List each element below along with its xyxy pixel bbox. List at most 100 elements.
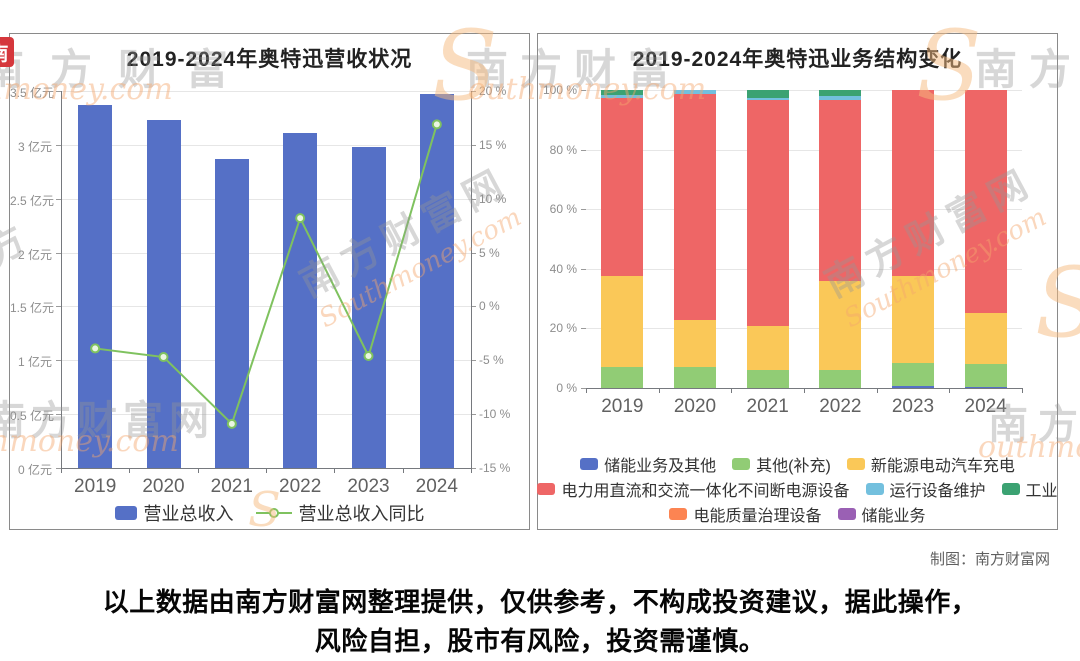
- x-axis-tick: [61, 468, 62, 473]
- stack-segment: [746, 98, 789, 100]
- stack-segment: [601, 90, 644, 96]
- y-axis-label-left: 0.5 亿元: [10, 409, 55, 424]
- legend-row: 储能业务及其他 其他(补充) 新能源电动汽车充电: [538, 451, 1057, 476]
- stack-segment: [819, 90, 862, 96]
- gridline: [61, 91, 471, 92]
- legend-row: 电力用直流和交流一体化不间断电源设备 运行设备维护 工业: [537, 476, 1058, 501]
- bar: [351, 147, 386, 468]
- line-point: [158, 352, 169, 363]
- x-tick-label: 2024: [964, 396, 1007, 417]
- x-tick-label: 2021: [746, 396, 789, 417]
- stack-segment: [819, 99, 862, 281]
- x-tick-label: 2022: [819, 396, 862, 417]
- gridline: [61, 360, 471, 362]
- x-tick-label: 2023: [347, 476, 390, 497]
- x-axis-tick: [402, 468, 404, 473]
- gridline: [586, 328, 1022, 330]
- x-tick-label: 2020: [673, 396, 717, 417]
- y-axis-line: [61, 91, 62, 468]
- legend-label: 电力用直流和交流一体化不间断电源设备: [561, 482, 850, 500]
- revenue-chart-title: 2019-2024年奥特迅营收状况: [126, 48, 413, 71]
- y-axis-tick: [581, 328, 586, 330]
- y-axis-label: 100 %: [542, 83, 577, 97]
- bar: [283, 133, 318, 468]
- y-axis-label-right: 15 %: [479, 137, 507, 152]
- y-axis-tick: [56, 144, 61, 146]
- y-axis-label: 60 %: [549, 202, 577, 217]
- yoy-line-series: [90, 119, 442, 429]
- legend-swatch: [1001, 482, 1020, 495]
- y-axis-tick: [56, 414, 61, 416]
- x-axis-tick: [197, 468, 199, 473]
- x-axis-tick: [949, 388, 951, 393]
- gridline: [61, 144, 471, 146]
- y-axis-tick: [581, 388, 586, 389]
- stack-segment: [964, 386, 1007, 388]
- legend-item: 储能业务及其他: [580, 452, 716, 476]
- legend-swatch: [732, 457, 751, 470]
- x-tick-label: 2019: [601, 396, 644, 417]
- y-axis-tick: [581, 90, 586, 91]
- page: { "watermark": { "cn": "南方财富网", "cn4": "…: [0, 18, 1080, 656]
- y-axis-label: 0 %: [556, 381, 577, 395]
- y-axis-tick: [471, 144, 476, 146]
- stack-segment: [892, 385, 934, 388]
- y-axis-line-right: [471, 91, 472, 468]
- legend-item: 运行设备维护: [865, 477, 986, 501]
- y-axis-label-left: 3 亿元: [17, 139, 52, 154]
- legend-item: 营业总收入: [114, 500, 234, 526]
- line-point: [295, 213, 306, 224]
- stack-segment: [964, 363, 1007, 387]
- x-axis-tick: [586, 388, 587, 393]
- y-axis-tick: [56, 360, 61, 362]
- gridline: [61, 306, 471, 308]
- x-tick-label: 2019: [74, 476, 117, 497]
- legend-swatch: [837, 507, 856, 520]
- structure-chart-panel: 2019-2024年奥特迅业务结构变化 0 % 20 % 40 % 60 % 80 % 1…: [537, 33, 1058, 530]
- legend-item: 电力用直流和交流一体化不间断电源设备: [537, 477, 850, 501]
- legend-item: 新能源电动汽车充电: [846, 452, 1015, 476]
- revenue-chart-panel: 2019-2024年奥特迅营收状况 0 亿元 -15 % 0.5 亿元 -10 % 1 …: [9, 33, 530, 530]
- gridline: [586, 149, 1022, 151]
- x-tick-label: 2020: [142, 476, 185, 497]
- y-axis-label-left: 1.5 亿元: [10, 301, 55, 316]
- legend-swatch: [580, 457, 599, 470]
- disclaimer-text: 以上数据由南方财富网整理提供，仅供参考，不构成投资建议，据此操作，风险自担，股市…: [102, 587, 978, 656]
- y-axis-tick: [471, 306, 476, 308]
- stack-segment: [674, 367, 716, 388]
- line-point: [90, 343, 101, 354]
- x-tick-label: 2024: [415, 476, 458, 497]
- x-axis-tick: [658, 388, 660, 393]
- legend-item: 电能质量治理设备: [669, 502, 822, 526]
- y-axis-label-right: 5 %: [479, 245, 500, 260]
- line-point: [431, 119, 442, 130]
- legend-swatch: [669, 507, 688, 520]
- x-axis-tick: [1022, 388, 1023, 393]
- y-axis-label-right: -15 %: [479, 461, 511, 475]
- y-axis-tick: [581, 149, 586, 151]
- y-axis-label-left: 0 亿元: [17, 463, 52, 477]
- y-axis-label: 80 %: [549, 142, 577, 157]
- stack-segment: [892, 362, 934, 386]
- y-axis-tick: [56, 252, 61, 254]
- y-axis-tick: [56, 468, 61, 469]
- structure-chart-legend: 储能业务及其他 其他(补充) 新能源电动汽车充电 电力用直流和交流一体化不间断电源设备…: [537, 451, 1058, 526]
- stack-segment: [674, 90, 716, 95]
- revenue-chart-legend: 营业总收入 营业总收入同比: [10, 500, 529, 526]
- gridline: [61, 198, 471, 200]
- structure-chart-title: 2019-2024年奥特迅业务结构变化: [632, 48, 963, 71]
- gridline: [586, 209, 1022, 211]
- x-axis-tick: [334, 468, 336, 473]
- stack-segment: [892, 90, 934, 277]
- y-axis-label-right: 10 %: [479, 191, 507, 206]
- x-axis-tick: [876, 388, 878, 393]
- line-point: [226, 418, 237, 429]
- legend-label: 营业总收入同比: [298, 504, 425, 524]
- legend-label: 营业总收入: [143, 504, 234, 524]
- line-legend-marker: [255, 506, 292, 520]
- y-axis-label-right: -5 %: [479, 353, 504, 368]
- y-axis-tick: [471, 468, 476, 469]
- y-axis-tick: [471, 198, 476, 200]
- x-axis-tick: [731, 388, 733, 393]
- y-axis-tick: [581, 209, 586, 211]
